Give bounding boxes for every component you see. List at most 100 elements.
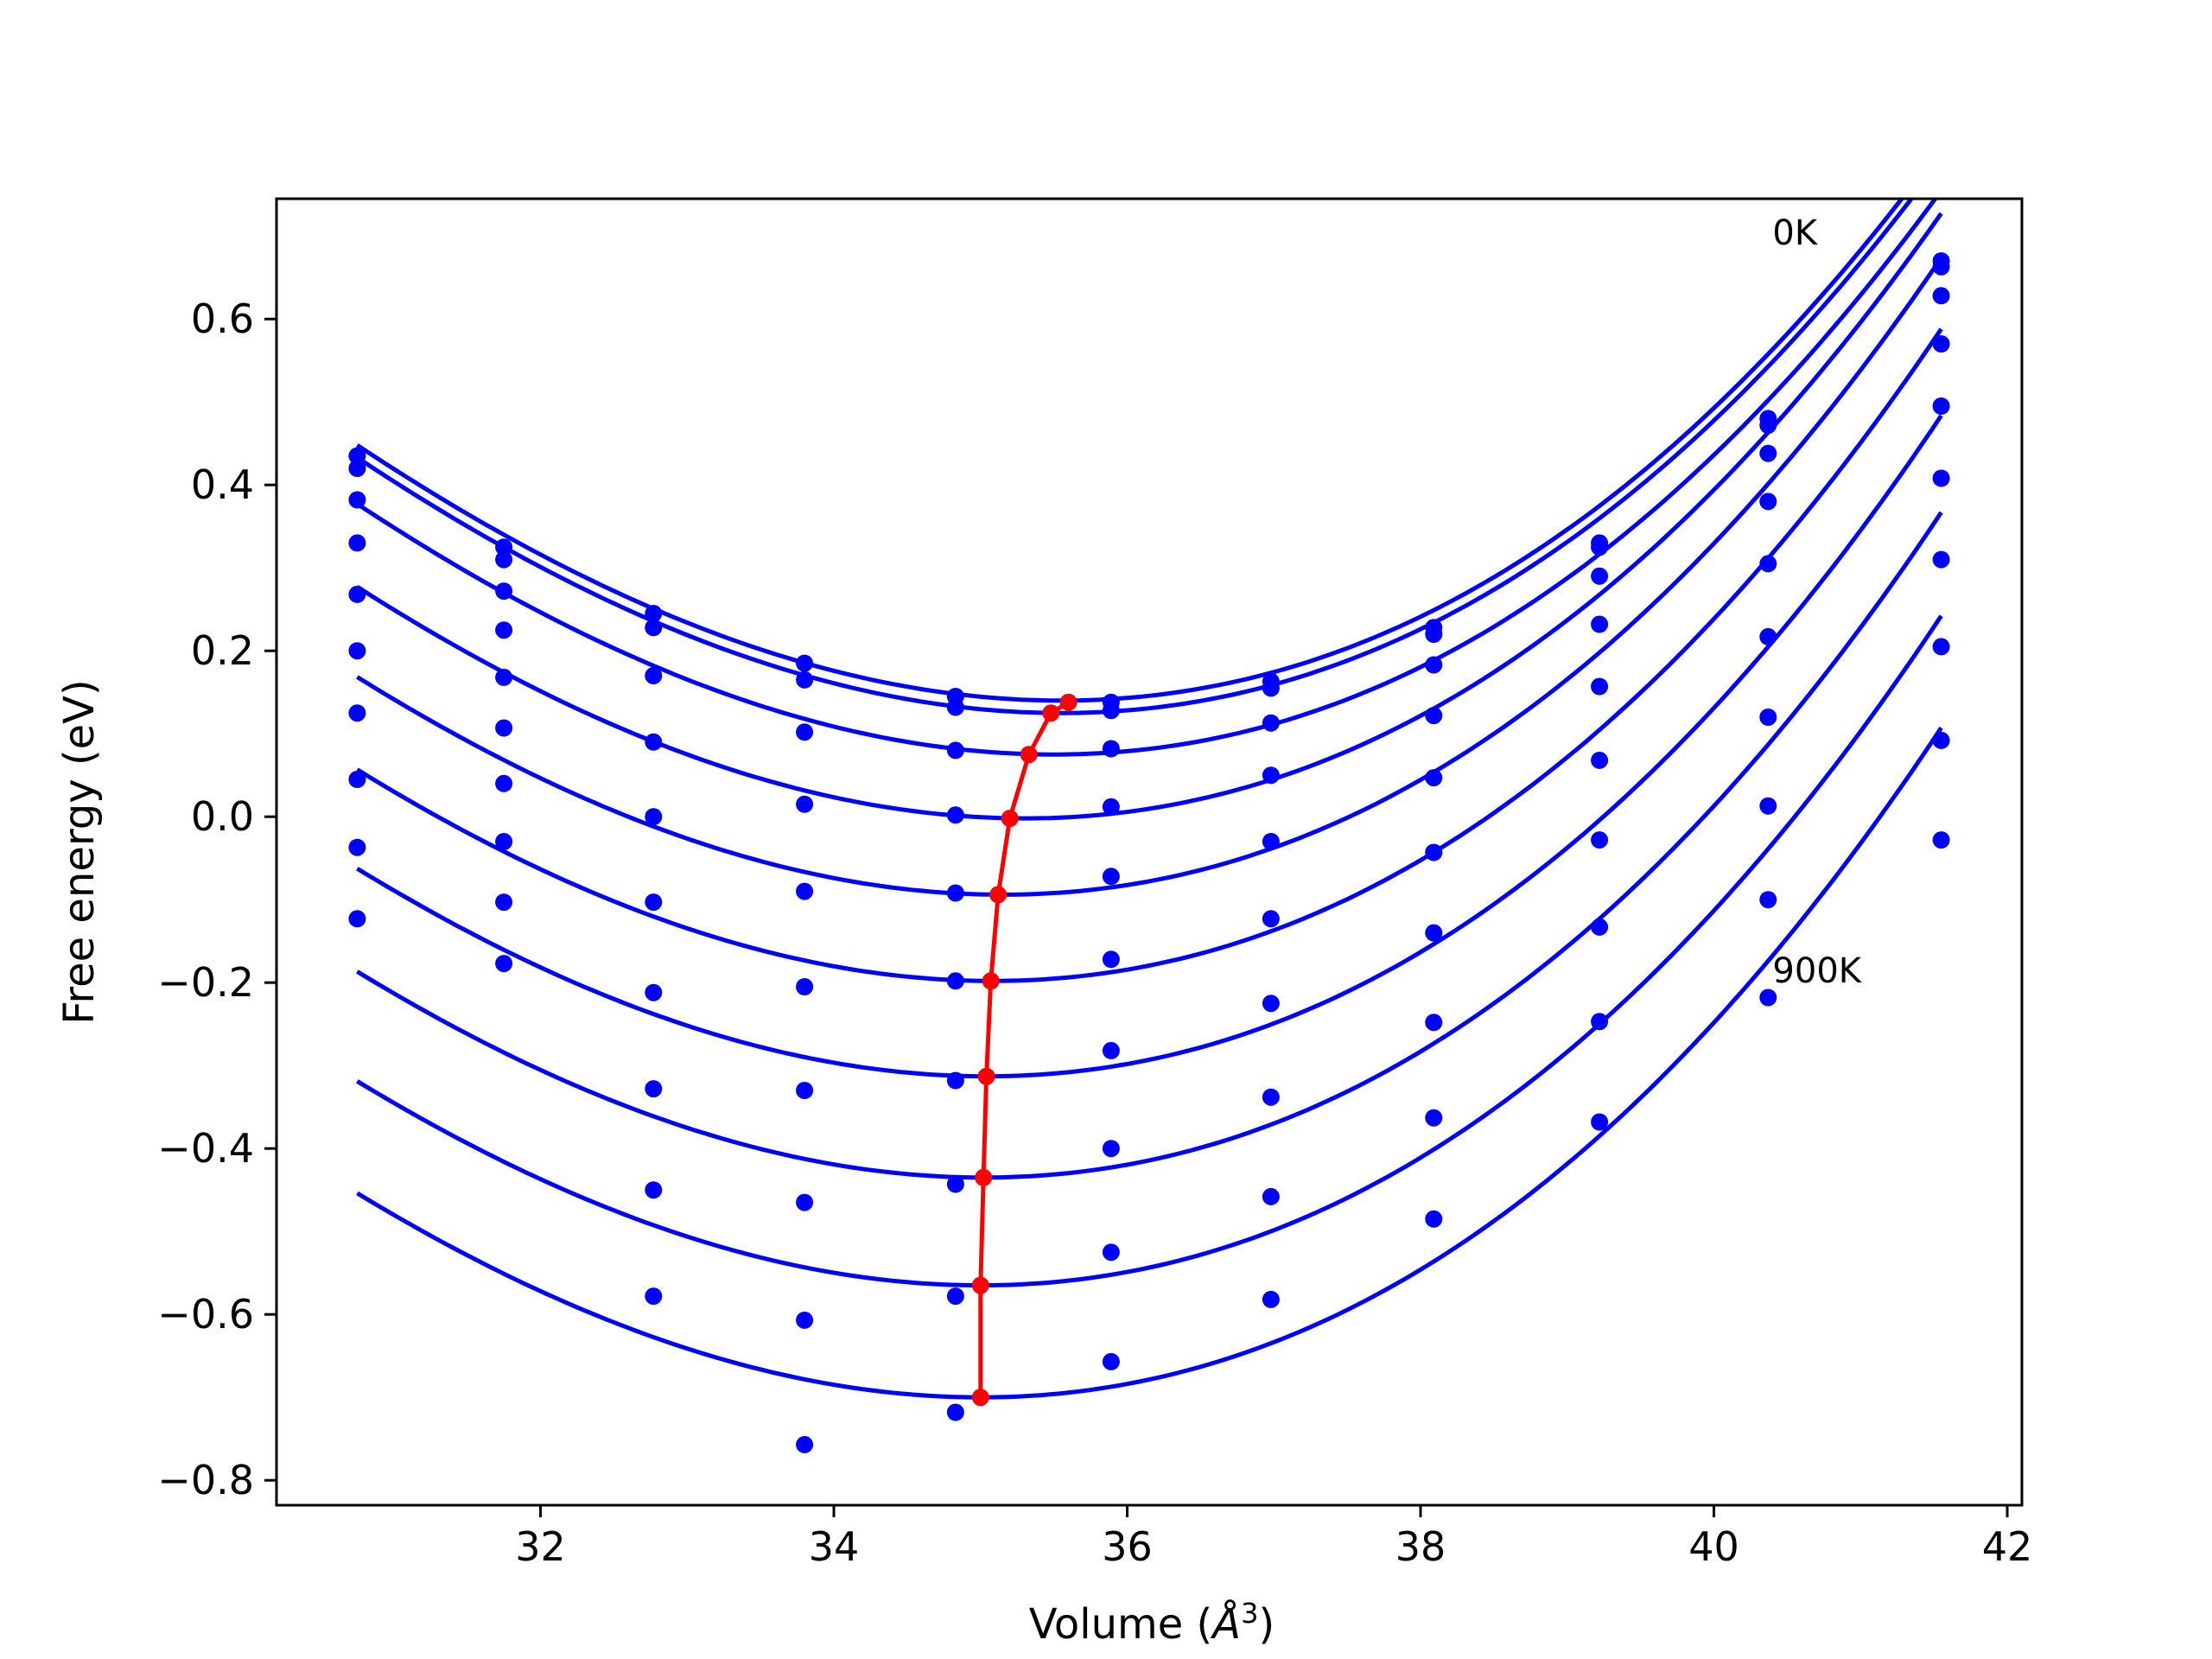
data-point-7-5: [1102, 1140, 1120, 1158]
data-point-5-7: [1425, 843, 1443, 861]
data-point-6-5: [1102, 1041, 1120, 1059]
fit-curve-4: [356, 257, 1943, 897]
data-point-3-6: [1262, 766, 1280, 785]
minima-point-6: [977, 1067, 995, 1085]
data-point-0-0: [348, 447, 366, 465]
x-axis-label-prefix: Volume (: [1029, 1600, 1213, 1649]
data-point-5-9: [1759, 627, 1777, 645]
data-point-9-3: [796, 1435, 814, 1453]
data-point-7-2: [645, 1080, 663, 1098]
fit-curve-0: [356, 199, 1905, 703]
data-point-6-6: [1262, 995, 1280, 1013]
minima-point-4: [989, 886, 1007, 904]
fit-curve-8: [356, 614, 1943, 1288]
data-point-3-2: [645, 733, 663, 751]
data-point-3-9: [1759, 493, 1777, 511]
data-point-8-6: [1262, 1187, 1280, 1205]
data-point-5-6: [1262, 910, 1280, 928]
data-point-1-6: [1262, 679, 1280, 697]
data-point-2-5: [1102, 740, 1120, 758]
y-tick-label-6: −0.6: [157, 1291, 254, 1338]
data-point-6-8: [1591, 831, 1609, 849]
data-point-7-1: [495, 833, 513, 850]
data-point-9-1: [495, 955, 513, 973]
data-point-7-10: [1932, 638, 1950, 656]
data-point-9-10: [1932, 831, 1950, 849]
data-point-7-6: [1262, 1088, 1280, 1106]
x-tick-label-2: 36: [1102, 1523, 1153, 1570]
data-points: [348, 252, 1950, 1453]
data-point-5-10: [1932, 469, 1950, 487]
data-point-0-2: [645, 605, 663, 622]
data-point-6-0: [348, 704, 366, 722]
data-point-5-0: [348, 642, 366, 660]
data-point-3-7: [1425, 707, 1443, 725]
x-tick-label-0: 32: [515, 1523, 566, 1570]
data-point-6-3: [796, 1082, 814, 1099]
data-point-2-0: [348, 491, 366, 509]
data-point-6-4: [946, 1071, 964, 1090]
data-point-3-3: [796, 795, 814, 813]
data-point-7-0: [348, 771, 366, 788]
data-point-1-3: [796, 671, 814, 689]
data-point-5-8: [1591, 751, 1609, 769]
data-point-2-10: [1932, 287, 1950, 305]
y-axis-ticks: 0.6 0.4 0.2 0.0 −0.2 −0.4 −0.6 −0.8: [157, 296, 276, 1503]
data-point-3-5: [1102, 798, 1120, 816]
data-point-2-3: [796, 723, 814, 741]
y-tick-label-3: 0.0: [191, 793, 254, 840]
data-point-3-8: [1591, 615, 1609, 633]
data-point-4-4: [946, 884, 964, 902]
data-point-8-8: [1591, 1013, 1609, 1031]
x-axis-label: Volume (Å3): [1029, 1597, 1274, 1649]
data-point-4-8: [1591, 677, 1609, 696]
data-point-0-1: [495, 538, 513, 556]
data-point-3-0: [348, 534, 366, 552]
minima-point-8: [971, 1276, 989, 1294]
data-point-8-4: [946, 1287, 964, 1306]
x-axis-label-suffix: ): [1258, 1600, 1274, 1649]
data-point-5-5: [1102, 950, 1120, 969]
data-point-3-4: [946, 806, 964, 824]
data-point-6-1: [495, 774, 513, 792]
data-point-8-0: [348, 838, 366, 856]
data-point-2-4: [946, 741, 964, 760]
data-point-8-3: [796, 1311, 814, 1329]
data-point-1-10: [1932, 257, 1950, 276]
data-point-9-9: [1759, 988, 1777, 1007]
data-point-4-7: [1425, 769, 1443, 787]
data-point-7-9: [1759, 797, 1777, 815]
y-tick-label-5: −0.4: [157, 1125, 254, 1172]
data-point-1-1: [495, 550, 513, 569]
data-point-5-4: [946, 972, 964, 990]
fit-curve-9: [356, 726, 1943, 1400]
y-axis-label: Free energy (eV): [55, 679, 104, 1024]
data-point-2-7: [1425, 656, 1443, 674]
x-tick-label-3: 38: [1395, 1523, 1446, 1570]
data-point-4-5: [1102, 868, 1120, 886]
x-axis-ticks: 32 34 36 38 40 42: [515, 1505, 2032, 1570]
data-point-5-3: [796, 978, 814, 995]
data-point-1-9: [1759, 416, 1777, 435]
data-point-7-8: [1591, 918, 1609, 936]
fit-curve-7: [356, 511, 1943, 1180]
y-tick-label-0: 0.6: [191, 296, 254, 342]
minima-line: [978, 700, 1070, 1398]
fit-curve-2: [356, 199, 1938, 757]
data-point-9-6: [1262, 1290, 1280, 1308]
data-point-4-6: [1262, 833, 1280, 850]
annotation-1: 900K: [1772, 951, 1862, 991]
fit-curve-6: [356, 414, 1943, 1079]
data-point-6-9: [1759, 709, 1777, 726]
data-point-4-10: [1932, 397, 1950, 415]
data-point-9-0: [348, 910, 366, 928]
data-point-4-9: [1759, 555, 1777, 573]
data-point-5-2: [645, 893, 663, 912]
data-point-8-1: [495, 893, 513, 912]
data-point-2-8: [1591, 567, 1609, 585]
data-point-0-3: [796, 654, 814, 672]
x-tick-label-1: 34: [809, 1523, 860, 1570]
x-axis-label-symbol: Å: [1210, 1599, 1241, 1649]
